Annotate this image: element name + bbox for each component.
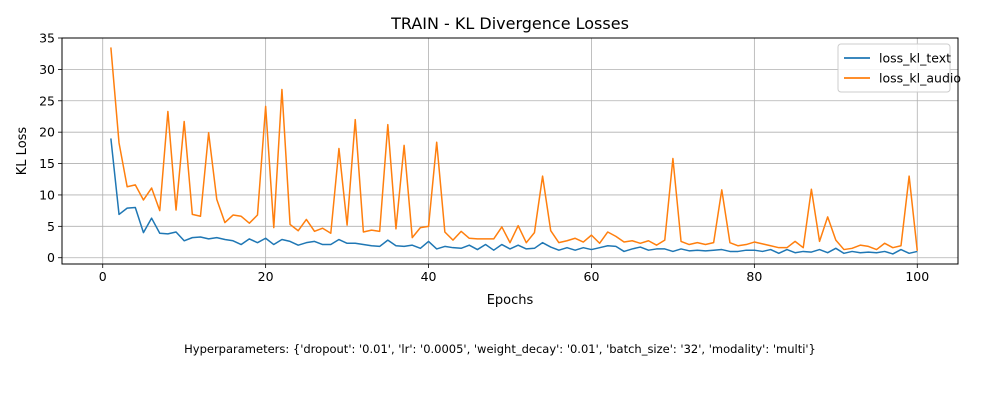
chart-title: TRAIN - KL Divergence Losses (390, 14, 629, 33)
x-axis-label: Epochs (487, 293, 534, 308)
legend-box (837, 43, 951, 93)
legend-label: loss_kl_text (879, 51, 951, 66)
x-axis-ticks: 0 20 40 60 80 100 (99, 264, 929, 284)
legend: loss_kl_text loss_kl_audio (837, 43, 961, 93)
y-tick-label: 15 (39, 156, 55, 171)
x-tick-label: 60 (584, 269, 600, 284)
y-axis-ticks: 0 5 10 15 20 25 30 35 (39, 31, 62, 265)
x-tick-label: 0 (99, 269, 107, 284)
legend-label: loss_kl_audio (879, 71, 961, 86)
x-tick-label: 80 (746, 269, 762, 284)
series-layer (110, 47, 919, 255)
y-tick-label: 0 (47, 250, 55, 265)
y-tick-label: 20 (39, 125, 55, 140)
y-tick-label: 10 (39, 187, 55, 202)
y-tick-label: 25 (39, 93, 55, 108)
plot-frame (61, 37, 959, 265)
y-tick-label: 5 (47, 219, 55, 234)
y-axis-label: KL Loss (15, 127, 30, 176)
x-tick-label: 20 (258, 269, 274, 284)
y-tick-label: 30 (39, 62, 55, 77)
x-tick-label: 40 (421, 269, 437, 284)
series-line-loss-kl-audio (110, 47, 919, 251)
hyperparameters-note: Hyperparameters: {'dropout': '0.01', 'lr… (184, 342, 816, 356)
x-tick-label: 100 (905, 269, 929, 284)
y-tick-label: 35 (39, 31, 55, 46)
series-line-loss-kl-text (110, 138, 918, 255)
